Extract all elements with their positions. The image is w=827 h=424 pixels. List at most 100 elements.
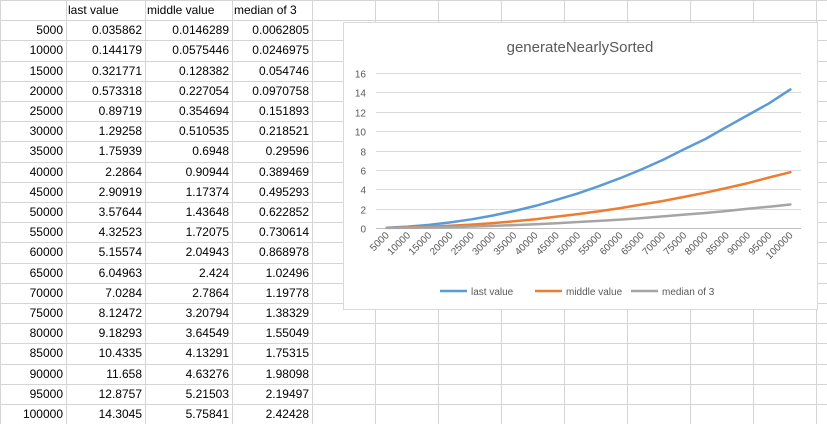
size-cell[interactable]: 100000 — [23, 407, 63, 421]
size-cell[interactable]: 25000 — [30, 104, 64, 118]
value-cell[interactable]: 3.20794 — [186, 306, 230, 320]
value-cell[interactable]: 4.32523 — [99, 225, 143, 239]
value-cell[interactable]: 6.04963 — [99, 266, 143, 280]
value-cell[interactable]: 10.4335 — [99, 346, 143, 360]
legend-label: median of 3 — [662, 287, 715, 298]
cell-values: last value middle value median of 3 5000 0.0… — [23, 3, 309, 421]
size-cell[interactable]: 95000 — [30, 387, 64, 401]
chart-legend[interactable]: last value middle value median of 3 — [440, 287, 715, 298]
value-cell[interactable]: 7.0284 — [105, 286, 142, 300]
value-cell[interactable]: 8.12472 — [99, 306, 143, 320]
value-cell[interactable]: 0.0970758 — [252, 84, 309, 98]
size-cell[interactable]: 20000 — [30, 84, 64, 98]
size-cell[interactable]: 15000 — [30, 64, 64, 78]
value-cell[interactable]: 5.75841 — [186, 407, 230, 421]
value-cell[interactable]: 0.144179 — [92, 43, 142, 57]
y-tick-label: 6 — [360, 167, 366, 178]
value-cell[interactable]: 1.98098 — [266, 367, 310, 381]
value-cell[interactable]: 0.29596 — [266, 144, 310, 158]
y-gridlines — [376, 73, 801, 229]
y-tick-label: 4 — [360, 186, 366, 197]
series-line — [385, 88, 792, 229]
size-cell[interactable]: 10000 — [30, 43, 64, 57]
value-cell[interactable]: 2.424 — [199, 266, 229, 280]
value-cell[interactable]: 0.622852 — [259, 205, 309, 219]
chart-title: generateNearlySorted — [507, 39, 654, 56]
value-cell[interactable]: 2.19497 — [266, 387, 310, 401]
value-cell[interactable]: 0.389469 — [259, 165, 309, 179]
column-header-cell[interactable]: median of 3 — [234, 3, 297, 17]
value-cell[interactable]: 11.658 — [106, 367, 142, 381]
value-cell[interactable]: 2.90919 — [99, 185, 143, 199]
value-cell[interactable]: 0.89719 — [99, 104, 143, 118]
value-cell[interactable]: 1.75315 — [266, 346, 310, 360]
value-cell[interactable]: 0.128382 — [179, 64, 229, 78]
y-axis-tick-labels: 0 2 4 6 8 10 12 14 16 — [355, 70, 367, 236]
y-tick-label: 10 — [355, 128, 367, 139]
value-cell[interactable]: 14.3045 — [99, 407, 143, 421]
value-cell[interactable]: 1.75939 — [99, 144, 143, 158]
value-cell[interactable]: 0.218521 — [259, 124, 309, 138]
value-cell[interactable]: 3.57644 — [99, 205, 143, 219]
value-cell[interactable]: 1.38329 — [266, 306, 310, 320]
series-line — [385, 170, 792, 230]
value-cell[interactable]: 0.321771 — [92, 64, 142, 78]
value-cell[interactable]: 0.0575446 — [172, 43, 229, 57]
value-cell[interactable]: 1.19778 — [266, 286, 310, 300]
size-cell[interactable]: 80000 — [30, 326, 64, 340]
size-cell[interactable]: 90000 — [30, 367, 64, 381]
legend-label: middle value — [566, 287, 623, 298]
value-cell[interactable]: 0.510535 — [179, 124, 229, 138]
value-cell[interactable]: 1.43648 — [186, 205, 230, 219]
size-cell[interactable]: 85000 — [30, 346, 64, 360]
size-cell[interactable]: 75000 — [30, 306, 64, 320]
value-cell[interactable]: 0.573318 — [92, 84, 142, 98]
value-cell[interactable]: 2.7864 — [192, 286, 229, 300]
value-cell[interactable]: 0.730614 — [259, 225, 309, 239]
value-cell[interactable]: 2.04943 — [186, 245, 230, 259]
size-cell[interactable]: 35000 — [30, 144, 64, 158]
value-cell[interactable]: 1.29258 — [99, 124, 143, 138]
line-chart[interactable]: generateNearlySorted 0 2 4 6 8 10 12 14 16 5000 1… — [343, 22, 818, 310]
value-cell[interactable]: 5.15574 — [99, 245, 143, 259]
x-axis-tick-labels: 5000100001500020000250003000035000400004… — [368, 230, 796, 262]
size-cell[interactable]: 70000 — [30, 286, 64, 300]
size-cell[interactable]: 40000 — [30, 165, 64, 179]
value-cell[interactable]: 3.64549 — [186, 326, 230, 340]
size-cell[interactable]: 50000 — [30, 205, 64, 219]
size-cell[interactable]: 30000 — [30, 124, 64, 138]
value-cell[interactable]: 0.054746 — [259, 64, 309, 78]
column-header-cell[interactable]: last value — [68, 3, 119, 17]
value-cell[interactable]: 1.72075 — [186, 225, 230, 239]
value-cell[interactable]: 0.035862 — [92, 23, 142, 37]
value-cell[interactable]: 12.8757 — [99, 387, 143, 401]
value-cell[interactable]: 4.13291 — [186, 346, 230, 360]
value-cell[interactable]: 2.2864 — [105, 165, 142, 179]
size-cell[interactable]: 5000 — [36, 23, 63, 37]
value-cell[interactable]: 4.63276 — [186, 367, 230, 381]
size-cell[interactable]: 55000 — [30, 225, 64, 239]
value-cell[interactable]: 0.227054 — [179, 84, 229, 98]
value-cell[interactable]: 0.0246975 — [252, 43, 309, 57]
value-cell[interactable]: 0.6948 — [192, 144, 229, 158]
value-cell[interactable]: 9.18293 — [99, 326, 143, 340]
value-cell[interactable]: 1.55049 — [266, 326, 310, 340]
value-cell[interactable]: 0.0062805 — [252, 23, 309, 37]
legend-label: last value — [471, 287, 514, 298]
column-header-cell[interactable]: middle value — [147, 3, 215, 17]
size-cell[interactable]: 45000 — [30, 185, 64, 199]
value-cell[interactable]: 0.151893 — [259, 104, 309, 118]
value-cell[interactable]: 1.17374 — [186, 185, 230, 199]
value-cell[interactable]: 0.0146289 — [172, 23, 229, 37]
value-cell[interactable]: 2.42428 — [266, 407, 310, 421]
y-tick-label: 16 — [355, 70, 367, 81]
series-lines — [385, 88, 792, 230]
value-cell[interactable]: 0.495293 — [259, 185, 309, 199]
value-cell[interactable]: 5.21503 — [186, 387, 230, 401]
value-cell[interactable]: 1.02496 — [266, 266, 310, 280]
value-cell[interactable]: 0.90944 — [186, 165, 230, 179]
value-cell[interactable]: 0.354694 — [179, 104, 229, 118]
size-cell[interactable]: 65000 — [30, 266, 64, 280]
size-cell[interactable]: 60000 — [30, 245, 64, 259]
value-cell[interactable]: 0.868978 — [259, 245, 309, 259]
